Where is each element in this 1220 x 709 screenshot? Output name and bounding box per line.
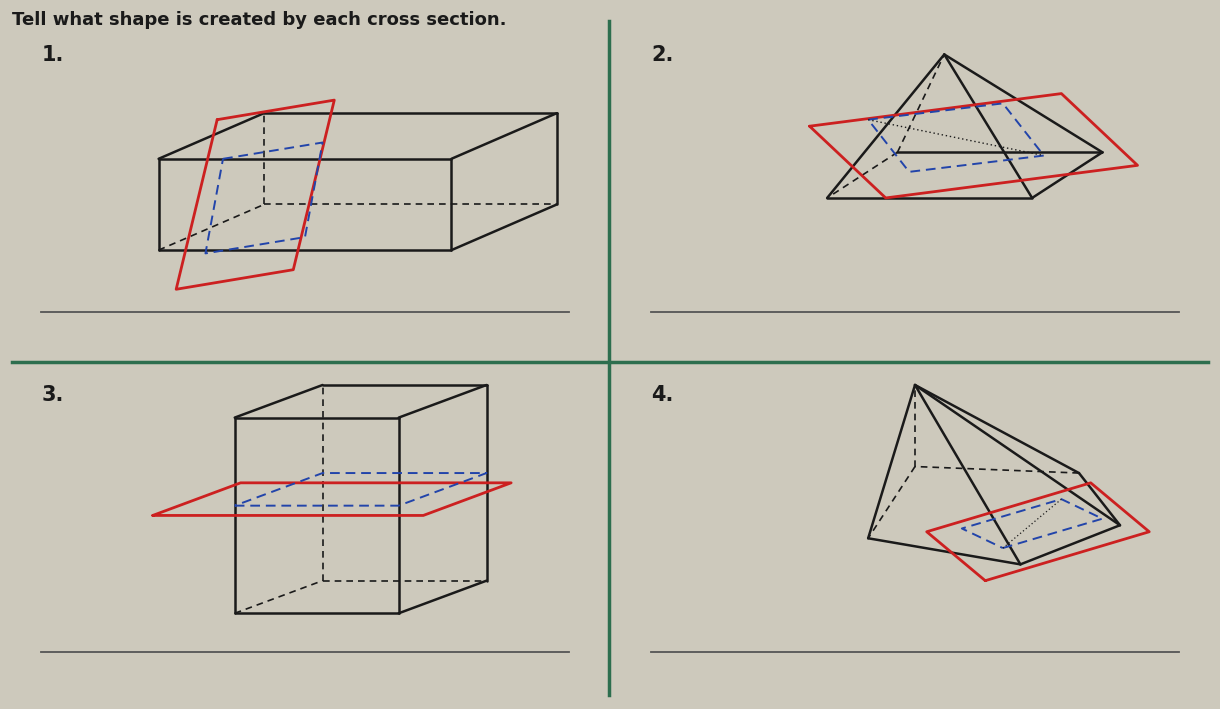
Text: Tell what shape is created by each cross section.: Tell what shape is created by each cross… bbox=[12, 11, 506, 28]
Text: 3.: 3. bbox=[41, 385, 63, 405]
Text: 1.: 1. bbox=[41, 45, 63, 65]
Text: 2.: 2. bbox=[651, 45, 673, 65]
Text: 4.: 4. bbox=[651, 385, 673, 405]
